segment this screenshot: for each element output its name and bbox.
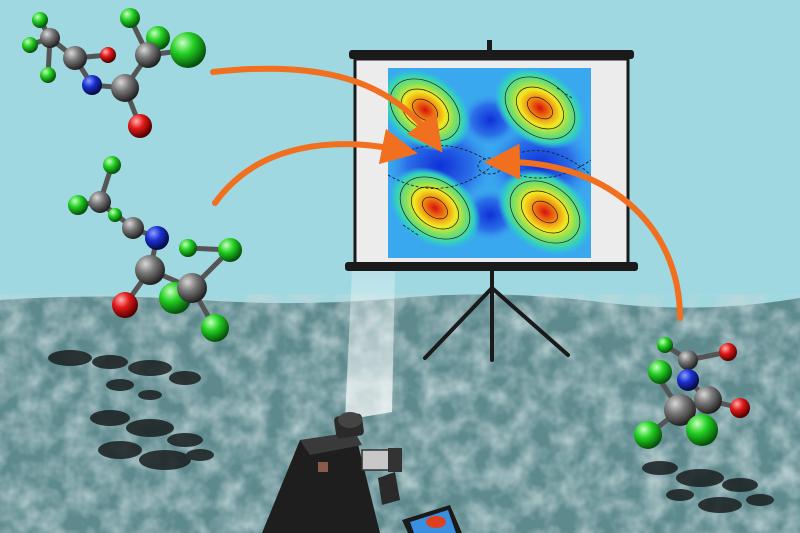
projector-light-beam (345, 270, 395, 420)
molecule-icon (634, 337, 750, 449)
molecule-icon (22, 8, 206, 138)
video-camera-icon (262, 412, 462, 533)
contour-map-plot (388, 68, 591, 258)
arrow-icon (210, 65, 683, 321)
floor (0, 294, 800, 533)
molecule-icon (68, 156, 242, 342)
molecule-shadows (48, 350, 774, 513)
tripod-icon (423, 269, 570, 362)
